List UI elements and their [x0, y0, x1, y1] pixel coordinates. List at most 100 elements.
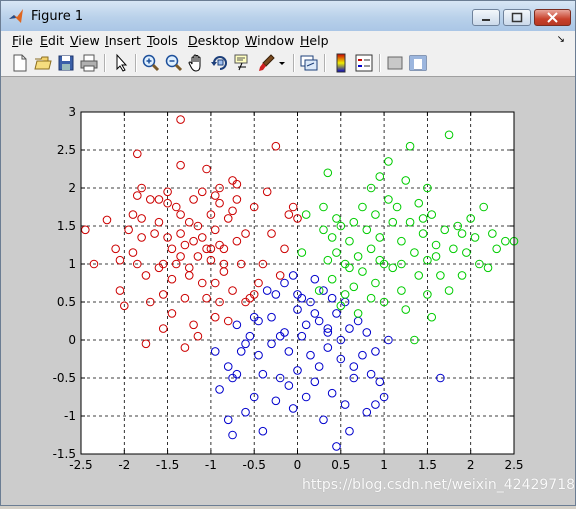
- figure-toolbar: [1, 50, 575, 77]
- data-point: [336, 335, 346, 345]
- data-point: [436, 373, 445, 383]
- data-point: [293, 366, 302, 375]
- minimize-button[interactable]: [472, 9, 500, 26]
- data-point: [215, 240, 224, 250]
- edit-plot-arrow-icon[interactable]: [111, 53, 131, 73]
- hide-plot-tools-icon[interactable]: [385, 53, 405, 73]
- data-point: [258, 259, 268, 269]
- data-point: [176, 210, 185, 219]
- menu-edit[interactable]: Edit: [40, 33, 65, 48]
- rotate-3d-icon[interactable]: [210, 53, 230, 73]
- data-points: [81, 115, 519, 451]
- menu-insert[interactable]: Insert: [105, 33, 141, 48]
- data-point: [449, 244, 458, 254]
- link-plot-icon[interactable]: [299, 53, 319, 73]
- data-point: [236, 347, 246, 356]
- data-point: [258, 426, 268, 436]
- data-point: [145, 297, 155, 307]
- toolbar-separator: [324, 54, 326, 72]
- data-point: [241, 229, 250, 238]
- show-plot-tools-icon[interactable]: [408, 53, 428, 73]
- x-tick-label: -0.5: [242, 458, 265, 472]
- menu-file[interactable]: File: [12, 33, 33, 48]
- close-icon: [547, 12, 558, 23]
- data-point: [323, 328, 333, 337]
- data-point: [150, 229, 159, 238]
- data-point: [176, 160, 185, 170]
- colorbar-icon[interactable]: [331, 53, 351, 73]
- data-point: [349, 362, 359, 371]
- data-point: [423, 183, 432, 193]
- menu-help[interactable]: Help: [300, 33, 329, 48]
- data-point: [271, 141, 281, 151]
- data-point: [202, 164, 211, 174]
- brush-dropdown-icon[interactable]: [277, 53, 287, 73]
- data-point: [206, 244, 216, 254]
- title-bar[interactable]: Figure 1: [1, 1, 575, 31]
- data-cursor-icon[interactable]: [233, 53, 253, 73]
- data-point: [232, 179, 242, 189]
- data-point: [332, 214, 341, 223]
- matlab-logo-icon: [9, 9, 23, 23]
- data-point: [124, 225, 133, 235]
- data-point: [349, 282, 359, 292]
- data-point: [470, 233, 480, 242]
- x-tick-label: 0: [294, 458, 302, 472]
- data-point: [163, 233, 172, 242]
- dock-arrow-icon[interactable]: ↘: [556, 34, 565, 45]
- new-figure-icon[interactable]: [10, 53, 30, 73]
- legend-icon[interactable]: [354, 53, 374, 73]
- data-point: [254, 350, 263, 360]
- zoom-in-icon[interactable]: [141, 53, 161, 73]
- data-point: [397, 259, 406, 269]
- save-icon[interactable]: [56, 53, 76, 73]
- data-point: [249, 202, 259, 212]
- data-point: [306, 350, 315, 360]
- data-point: [492, 244, 501, 254]
- menu-tools[interactable]: Tools: [147, 33, 178, 48]
- open-file-icon[interactable]: [33, 53, 53, 73]
- data-point: [293, 305, 302, 314]
- data-point: [197, 187, 207, 197]
- data-point: [384, 335, 393, 345]
- data-point: [397, 286, 406, 295]
- data-point: [366, 369, 376, 379]
- data-point: [267, 229, 276, 238]
- data-point: [297, 331, 307, 341]
- data-point: [111, 244, 120, 254]
- data-point: [249, 290, 259, 299]
- data-point: [358, 202, 367, 212]
- data-point: [349, 373, 359, 383]
- toolbar-separator: [379, 54, 381, 72]
- data-point: [423, 290, 432, 299]
- x-tick-label: -1.5: [156, 458, 179, 472]
- data-point: [137, 183, 146, 193]
- print-icon[interactable]: [79, 53, 99, 73]
- scatter-chart[interactable]: -2.5 -2 -1.5 -1 -0.5 0 0.5 1 1.5 2 2.5 -1.5 -1 -0.5 0 0…: [1, 77, 575, 505]
- zoom-out-icon[interactable]: [164, 53, 184, 73]
- y-tick-label: -0.5: [53, 371, 76, 385]
- menu-view[interactable]: View: [70, 33, 100, 48]
- data-point: [431, 240, 441, 250]
- data-point: [275, 271, 285, 280]
- data-point: [219, 259, 229, 269]
- menu-desktop[interactable]: Desktop: [188, 33, 240, 48]
- data-point: [362, 328, 372, 337]
- brush-icon[interactable]: [257, 53, 277, 73]
- close-button[interactable]: [534, 9, 571, 26]
- data-point: [132, 191, 142, 200]
- data-point: [379, 297, 389, 307]
- menu-window[interactable]: Window: [245, 33, 295, 48]
- data-point: [171, 259, 181, 269]
- data-point: [314, 316, 324, 326]
- data-point: [314, 362, 324, 371]
- data-point: [414, 198, 424, 208]
- data-point: [388, 217, 398, 227]
- maximize-button[interactable]: [503, 9, 531, 26]
- data-point: [293, 290, 302, 299]
- data-point: [319, 202, 328, 212]
- data-point: [176, 252, 185, 261]
- pan-hand-icon[interactable]: [187, 53, 207, 73]
- data-point: [353, 309, 363, 318]
- data-point: [120, 301, 129, 311]
